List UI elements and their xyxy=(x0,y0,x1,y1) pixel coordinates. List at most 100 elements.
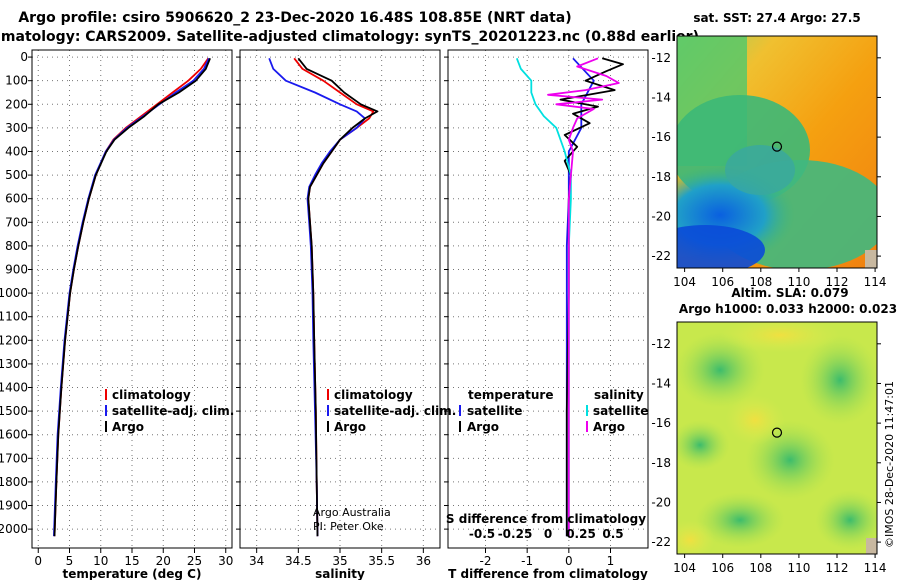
series-group xyxy=(268,57,379,537)
lat-tick-label: -16 xyxy=(651,416,671,430)
lat-tick-label: -20 xyxy=(651,209,671,223)
depth-tick-label: 1100 xyxy=(0,310,28,324)
legend-swatch-satellite xyxy=(105,405,107,416)
depth-tick-label: 1800 xyxy=(0,475,28,489)
depth-tick-label: 1300 xyxy=(0,357,28,371)
lat-tick-label: -12 xyxy=(651,337,671,351)
lon-tick-label: 106 xyxy=(711,275,734,289)
legend-swatch-satellite xyxy=(327,405,329,416)
depth-tick-label: 2000 xyxy=(0,522,28,536)
x-tick-label: 1 xyxy=(607,554,615,568)
legend-label: Argo xyxy=(334,420,366,434)
legend-swatch-t-satellite xyxy=(459,405,461,416)
lon-tick-label: 110 xyxy=(787,275,810,289)
x-tick-label: 34.5 xyxy=(285,554,312,568)
s-diff-axis-title: S difference from climatology xyxy=(446,512,646,526)
depth-tick-label: 1700 xyxy=(0,451,28,465)
series-group xyxy=(515,57,624,537)
depth-tick-label: 700 xyxy=(5,215,28,229)
credit-line1: Argo Australia xyxy=(313,506,391,519)
s-diff-tick: -0.5 xyxy=(469,527,495,541)
lon-tick-label: 108 xyxy=(749,561,772,575)
legend-swatch-s-satellite xyxy=(586,405,588,416)
legend-swatch-s-argo xyxy=(586,421,588,432)
series-line-argo xyxy=(297,57,379,537)
header-title-line2: Climatology: CARS2009. Satellite-adjuste… xyxy=(0,29,699,45)
profile-panel-1: 34 34.5 35 35.5 36 salinity xyxy=(236,49,441,580)
profile-panel-0: 0100200300400500600700800900100011001200… xyxy=(0,49,233,580)
x-tick-label: 15 xyxy=(124,554,139,568)
x-axis-label: salinity xyxy=(315,567,365,580)
sal-legend: climatology satellite-adj. clim. Argo xyxy=(327,388,456,434)
legend-label: satellite-adj. clim. xyxy=(334,404,456,418)
lat-tick-label: -16 xyxy=(651,130,671,144)
sla-map xyxy=(677,322,877,554)
profile-panel-2: -2 -1 0 1T difference from climatology xyxy=(444,49,649,580)
x-tick-label: 0 xyxy=(34,554,42,568)
x-tick-label: 20 xyxy=(156,554,171,568)
legend-swatch-argo xyxy=(105,421,107,432)
legend-swatch-climatology xyxy=(327,389,329,400)
lat-tick-label: -14 xyxy=(651,376,671,390)
lon-tick-label: 110 xyxy=(787,561,810,575)
lon-tick-label: 104 xyxy=(673,275,696,289)
legend-swatch-t-argo xyxy=(459,421,461,432)
lon-tick-label: 112 xyxy=(826,561,849,575)
series-line-argo xyxy=(53,57,211,537)
depth-tick-label: 200 xyxy=(5,97,28,111)
depth-tick-label: 600 xyxy=(5,192,28,206)
depth-tick-label: 1600 xyxy=(0,428,28,442)
legend-label: Argo xyxy=(467,420,499,434)
legend-title-temperature: temperature xyxy=(468,388,553,402)
legend-swatch-climatology xyxy=(105,389,107,400)
x-tick-label: 30 xyxy=(218,554,233,568)
series-group xyxy=(53,57,211,537)
legend-label: Argo xyxy=(112,420,144,434)
x-tick-label: 36 xyxy=(416,554,431,568)
x-tick-label: 35.5 xyxy=(368,554,395,568)
s-diff-tick: 0 xyxy=(544,527,552,541)
depth-tick-label: 1500 xyxy=(0,404,28,418)
x-tick-label: 10 xyxy=(93,554,108,568)
lat-tick-label: -14 xyxy=(651,90,671,104)
header-title-line1: Argo profile: csiro 5906620_2 23-Dec-202… xyxy=(18,10,571,26)
x-axis-label: temperature (deg C) xyxy=(63,567,202,580)
lat-tick-label: -22 xyxy=(651,535,671,549)
lon-tick-label: 108 xyxy=(749,275,772,289)
depth-tick-label: 1000 xyxy=(0,286,28,300)
depth-tick-label: 300 xyxy=(5,121,28,135)
series-line-temperature-satellite xyxy=(565,57,595,537)
legend-label: satellite-adj. clim. xyxy=(112,404,234,418)
s-diff-axis-ticks: -0.5 -0.25 0 0.25 0.5 xyxy=(469,527,624,541)
series-line-salinity-argo xyxy=(547,57,620,537)
lon-tick-label: 114 xyxy=(864,561,887,575)
lon-tick-label: 112 xyxy=(826,275,849,289)
depth-tick-label: 1200 xyxy=(0,333,28,347)
depth-tick-label: 1400 xyxy=(0,381,28,395)
panel-frame xyxy=(31,49,233,549)
s-diff-tick: 0.25 xyxy=(566,527,596,541)
x-axis-label: T difference from climatology xyxy=(448,567,648,580)
legend-label: satellite xyxy=(593,404,648,418)
sst-map xyxy=(677,36,877,268)
s-diff-tick: 0.5 xyxy=(602,527,623,541)
depth-tick-label: 900 xyxy=(5,262,28,276)
depth-tick-label: 400 xyxy=(5,144,28,158)
x-tick-label: 0 xyxy=(565,554,573,568)
depth-tick-label: 0 xyxy=(20,50,28,64)
argo-position-marker xyxy=(771,427,783,438)
legend-label: climatology xyxy=(334,388,413,402)
x-tick-label: -1 xyxy=(521,554,533,568)
credit-line2: PI: Peter Oke xyxy=(313,520,384,533)
legend-title-salinity: salinity xyxy=(594,388,644,402)
panel-frame xyxy=(239,49,441,549)
diff-legend: temperature salinity satellite Argo sate… xyxy=(459,388,648,434)
depth-tick-label: 1900 xyxy=(0,499,28,513)
legend-label: climatology xyxy=(112,388,191,402)
imos-stamp: ©IMOS 28-Dec-2020 11:47:01 xyxy=(883,381,896,548)
sla-map-subtitle: Argo h1000: 0.033 h2000: 0.023 xyxy=(679,302,897,316)
s-diff-tick: -0.25 xyxy=(498,527,533,541)
